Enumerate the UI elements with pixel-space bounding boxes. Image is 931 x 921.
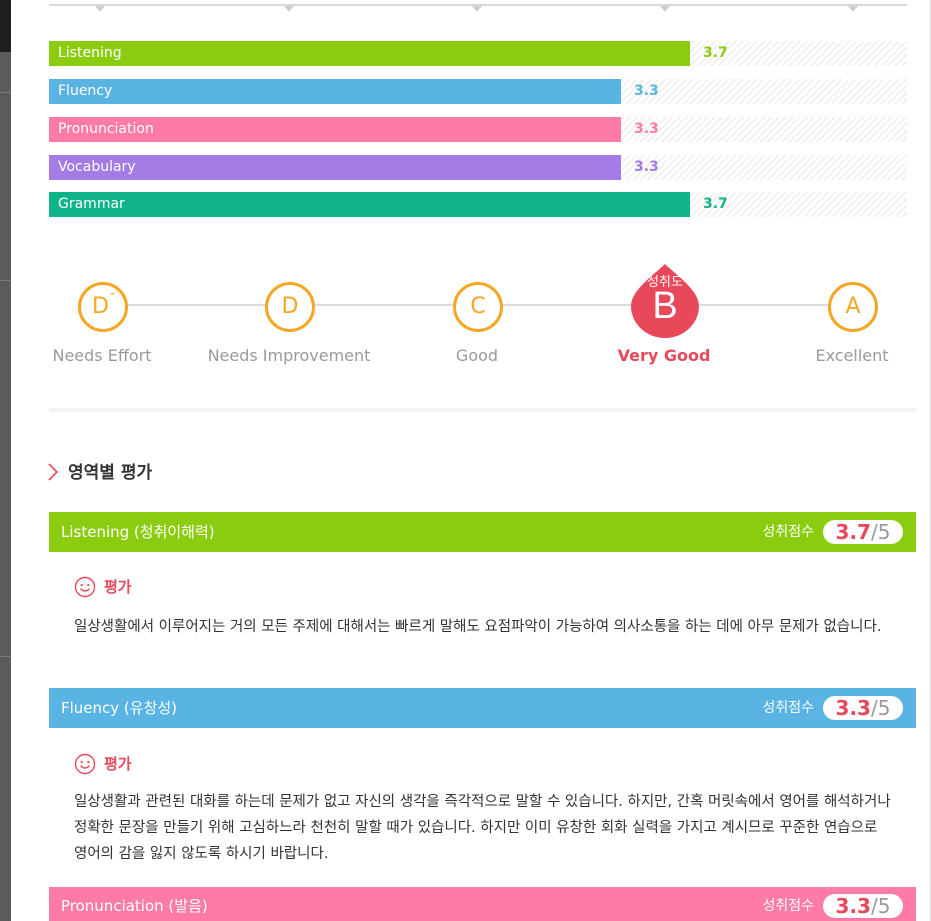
score-bar-fluency: Fluency 3.3 [49,79,907,104]
score-bar-label: Grammar [58,196,125,212]
score-max: 5 [877,894,891,918]
current-grade-caption: 성취도 [647,275,683,290]
top-scale-tick [660,6,670,12]
score-bar-pronunciation: Pronunciation 3.3 [49,117,907,142]
top-scale-line [49,4,907,6]
current-grade-letter: B [652,285,678,327]
score-max: 5 [877,696,891,720]
evaluation-text: 일상생활에서 이루어지는 거의 모든 주제에 대해서는 빠르게 말해도 요점파악… [74,619,882,635]
grade-label: Excellent [815,346,889,365]
grade-label: Needs Effort [52,346,152,365]
score-pill: 3.3/5 [823,696,903,720]
grade-modifier: - [109,285,115,302]
score-bar-fill [49,155,621,180]
top-scale-tick [95,6,105,12]
section-title: 영역별 평가 [68,463,153,483]
score-bar-fill [49,117,621,142]
top-scale-axis [49,0,907,12]
evaluation-title: 평가 [104,578,132,596]
score-bar-grammar: Grammar 3.7 [49,192,907,217]
score-bar-value: 3.3 [634,159,659,175]
score-bar-value: 3.7 [703,196,728,212]
category-bar-fluency: Fluency (유창성) 성취점수 3.3/5 [49,688,916,728]
score-bar-label: Pronunciation [58,121,154,137]
grade-label: Good [455,346,499,365]
current-grade-label: Very Good [617,346,711,365]
score-bar-fill [49,41,690,66]
category-name: Pronunciation (발음) [61,897,208,915]
grade-badge-d: D [265,282,315,332]
score-bar-value: 3.7 [703,45,728,61]
grade-letter: D [281,294,299,319]
left-edge-divider [0,656,11,657]
grade-badge-d-minus: D- [78,282,128,332]
drop-shape [631,264,699,338]
grade-label: Needs Improvement [207,346,371,365]
score-max: 5 [877,520,891,544]
score-bar-listening: Listening 3.7 [49,41,907,66]
top-scale-tick [848,6,858,12]
evaluation-title: 평가 [104,755,132,773]
score-value: 3.7 [835,520,871,544]
score-value: 3.3 [835,696,871,720]
category-name: Fluency (유창성) [61,699,178,717]
score-bar-value: 3.3 [634,83,659,99]
grade-letter: A [845,294,861,319]
score-pill: 3.7/5 [823,520,903,544]
grade-letter: D [91,294,109,319]
score-bar-vocabulary: Vocabulary 3.3 [49,155,907,180]
evaluation-text: 일상생활과 관련된 대화를 하는데 문제가 없고 자신의 생각을 즉각적으로 말… [74,794,891,862]
grade-badge-c: C [453,282,503,332]
category-bar-listening: Listening (청취이해력) 성취점수 3.7/5 [49,512,916,552]
left-edge-dark-block [0,0,11,52]
section-divider [49,408,916,412]
left-edge-divider [0,280,11,281]
category-bar-pronunciation: Pronunciation (발음) 성취점수 3.3/5 [49,887,916,921]
score-label: 성취점수 [762,524,814,540]
chevron-right-icon [48,463,58,481]
current-grade-drop-badge: 성취도 B [627,262,703,338]
top-scale-tick [472,6,482,12]
score-label: 성취점수 [762,700,814,716]
score-bar-fill [49,79,621,104]
score-value: 3.3 [835,894,871,918]
left-window-edge [0,0,11,921]
smile-icon [74,753,96,775]
smile-icon [74,576,96,598]
score-bar-fill [49,192,690,217]
category-name: Listening (청취이해력) [61,523,215,541]
left-edge-divider [0,92,11,93]
score-bar-label: Fluency [58,83,113,99]
score-label: 성취점수 [762,898,814,914]
score-pill: 3.3/5 [823,894,903,918]
score-bar-label: Vocabulary [58,159,136,175]
score-bar-label: Listening [58,45,122,61]
top-scale-tick [284,6,294,12]
grade-badge-a: A [828,282,878,332]
grade-letter: C [470,294,486,319]
score-bar-value: 3.3 [634,121,659,137]
